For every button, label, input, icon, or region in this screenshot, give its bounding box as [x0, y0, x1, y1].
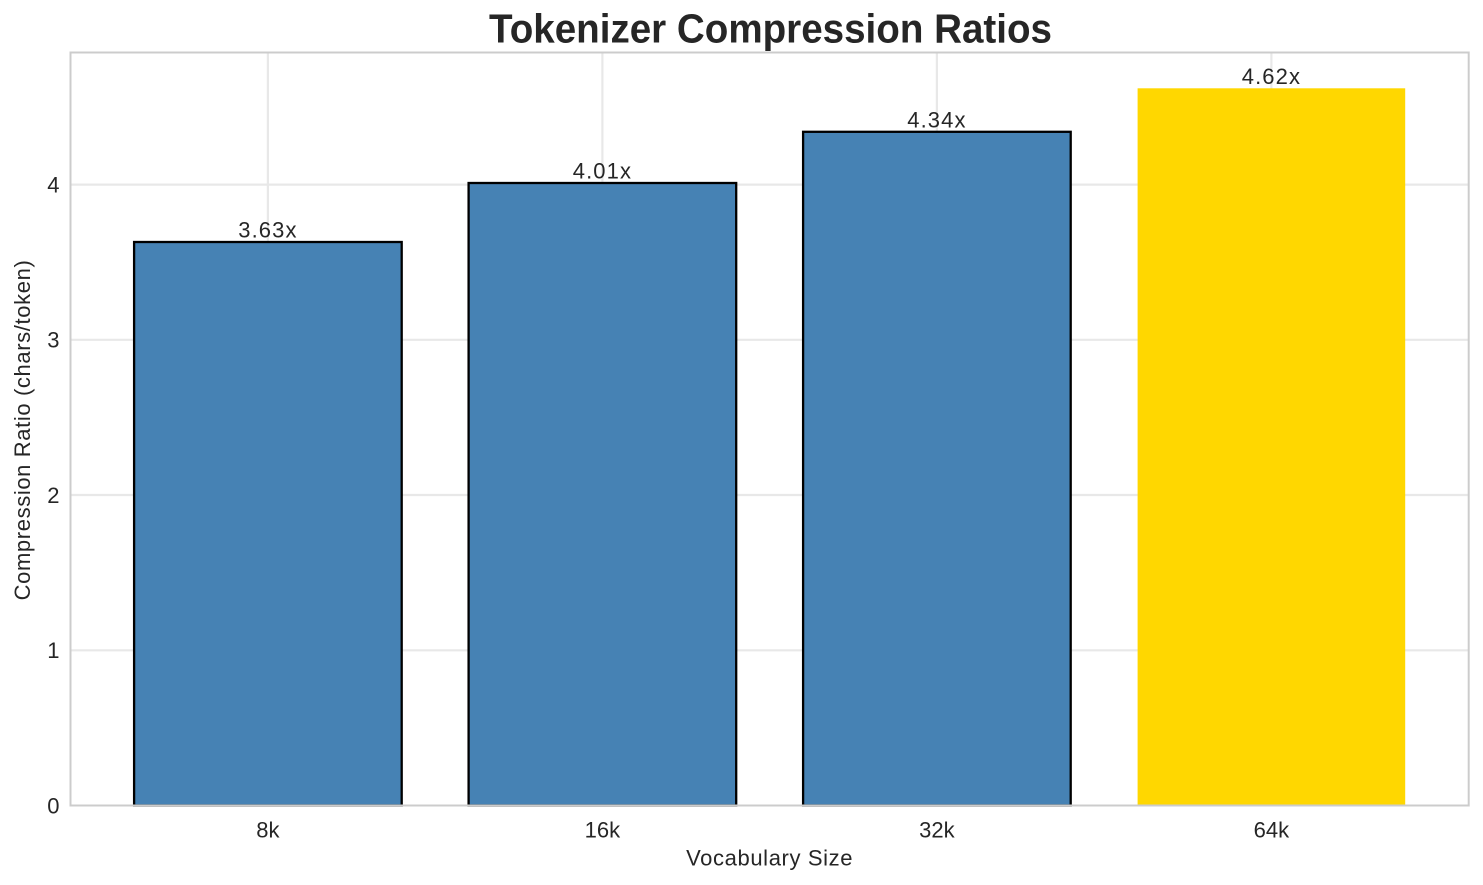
svg-text:4: 4 [47, 173, 59, 198]
svg-text:Tokenizer Compression Ratios: Tokenizer Compression Ratios [489, 5, 1052, 51]
svg-text:Vocabulary Size: Vocabulary Size [686, 846, 853, 871]
svg-text:1: 1 [47, 638, 59, 663]
svg-text:16k: 16k [585, 818, 621, 843]
svg-text:3.63x: 3.63x [238, 218, 297, 243]
svg-text:3: 3 [47, 328, 59, 353]
svg-text:8k: 8k [256, 818, 280, 843]
svg-text:32k: 32k [919, 818, 955, 843]
svg-text:2: 2 [47, 483, 59, 508]
svg-text:Compression Ratio (chars/token: Compression Ratio (chars/token) [10, 260, 35, 601]
svg-text:4.01x: 4.01x [573, 159, 632, 184]
svg-text:4.34x: 4.34x [907, 107, 966, 132]
svg-text:0: 0 [47, 793, 59, 818]
svg-text:4.62x: 4.62x [1242, 64, 1301, 89]
svg-text:64k: 64k [1254, 818, 1290, 843]
